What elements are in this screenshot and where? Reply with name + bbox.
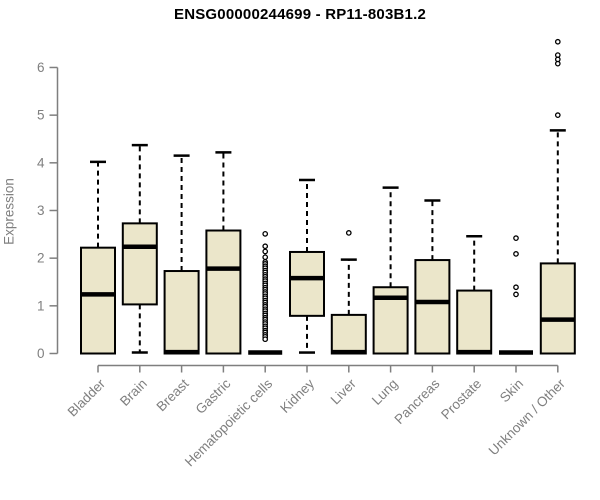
iqr-box — [205, 229, 242, 355]
outlier-point — [262, 243, 269, 250]
iqr-box — [80, 246, 116, 355]
outlier-point — [262, 248, 269, 255]
outlier-point — [513, 284, 519, 291]
outlier-point — [513, 251, 519, 257]
outlier-point — [345, 230, 352, 236]
box-brain — [121, 143, 158, 354]
chart-title: ENSG00000244699 - RP11-803B1.2 — [173, 6, 426, 23]
outlier-point — [262, 230, 269, 237]
x-tick-label: Unknown / Other — [486, 376, 569, 459]
y-tick-label: 3 — [37, 203, 45, 218]
outlier-point — [513, 235, 519, 241]
y-tick-label: 0 — [37, 346, 45, 361]
x-tick-label: Prostate — [438, 376, 484, 422]
outlier-point — [262, 254, 269, 261]
y-axis-title: Expression — [1, 178, 17, 245]
box-hematopoietic-cells — [248, 230, 283, 355]
box-bladder — [80, 160, 116, 355]
x-tick-label: Bladder — [65, 376, 109, 420]
iqr-box — [414, 259, 451, 355]
y-tick-label: 1 — [37, 298, 45, 313]
iqr-box — [289, 250, 325, 317]
box-unknown-other — [539, 38, 576, 355]
iqr-box — [539, 262, 576, 355]
outlier-point — [554, 60, 561, 67]
box-liver — [330, 230, 367, 355]
x-tick-label: Pancreas — [392, 376, 443, 427]
iqr-box — [121, 222, 158, 306]
outlier-point — [554, 38, 561, 45]
box-gastric — [205, 151, 242, 355]
iqr-box — [456, 289, 493, 355]
y-tick-label: 2 — [37, 251, 45, 266]
box-skin — [499, 235, 533, 355]
x-tick-label: Breast — [154, 376, 192, 414]
x-tick-label: Brain — [117, 376, 150, 409]
box-prostate — [456, 234, 493, 355]
iqr-box — [163, 270, 200, 355]
y-tick-label: 6 — [37, 60, 45, 75]
x-tick-label: Gastric — [193, 376, 234, 417]
x-tick-label: Skin — [497, 376, 526, 405]
outlier-point — [554, 112, 561, 119]
box-pancreas — [414, 199, 451, 355]
y-tick-label: 5 — [37, 108, 45, 123]
outlier-point — [513, 291, 519, 298]
outlier-point — [262, 336, 269, 343]
x-tick-label: Lung — [369, 376, 401, 408]
y-axis: 0 1 2 3 4 5 6 — [37, 60, 59, 361]
y-tick-label: 4 — [37, 155, 45, 170]
box-breast — [163, 154, 200, 355]
iqr-box — [330, 313, 367, 355]
box-kidney — [289, 178, 325, 354]
box-lung — [372, 186, 409, 355]
x-tick-label: Liver — [328, 376, 360, 408]
x-tick-label: Kidney — [277, 376, 317, 416]
